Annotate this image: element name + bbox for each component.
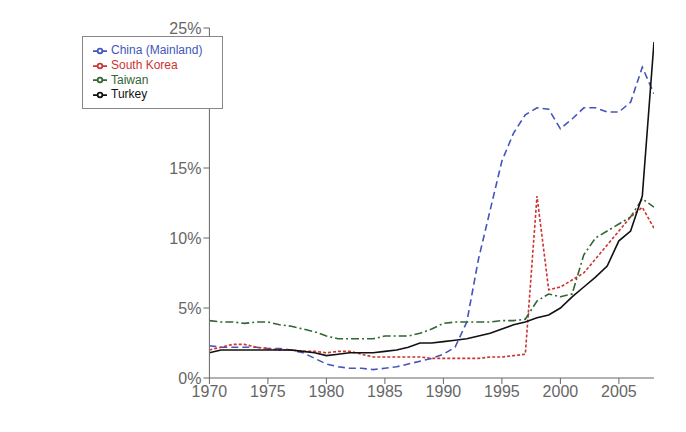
svg-text:10%: 10% [169,230,201,247]
svg-text:2000: 2000 [543,383,579,400]
svg-text:1980: 1980 [309,383,345,400]
svg-text:1995: 1995 [484,383,520,400]
svg-text:1990: 1990 [426,383,462,400]
svg-text:1970: 1970 [191,383,228,401]
svg-text:1975: 1975 [250,383,286,400]
svg-text:5%: 5% [178,300,201,317]
svg-text:0%: 0% [178,370,201,387]
svg-text:15%: 15% [169,160,201,177]
svg-text:25%: 25% [169,20,201,37]
html-text:Taiwan: Taiwan [111,72,149,87]
svg-text:20%: 20% [169,90,201,107]
svg-text:2005: 2005 [601,383,637,400]
html-text:South Korea: South Korea [111,57,178,72]
svg-text:1985: 1985 [367,383,403,400]
html-text:Turkey: Turkey [111,87,148,102]
html-text:China (Mainland): China (Mainland) [111,43,203,57]
